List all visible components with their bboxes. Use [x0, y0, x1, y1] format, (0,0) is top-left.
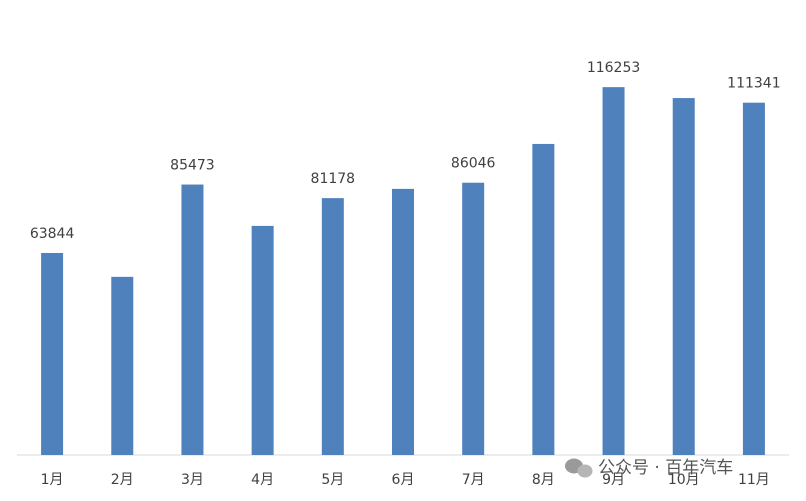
data-label: 116253 [587, 60, 640, 76]
x-tick-label: 5月 [321, 472, 344, 488]
bar [742, 102, 765, 455]
x-tick-label: 11月 [738, 472, 770, 488]
x-tick-label: 4月 [251, 472, 274, 488]
x-tick-label: 1月 [41, 472, 64, 488]
bar [602, 87, 625, 455]
data-label: 85473 [170, 158, 215, 174]
data-label: 63844 [30, 226, 75, 242]
bar [392, 188, 414, 455]
data-label: 111341 [727, 76, 780, 92]
x-tick-label: 3月 [181, 472, 204, 488]
x-tick-label: 10月 [668, 472, 700, 488]
x-tick-label: 6月 [392, 472, 415, 488]
bar [462, 182, 485, 455]
data-label: 81178 [311, 171, 356, 187]
watermark: 公众号 · 百年汽车 [598, 458, 733, 478]
bar [41, 252, 64, 455]
x-tick-label: 8月 [532, 472, 555, 488]
bar [251, 225, 274, 455]
data-label: 86046 [451, 156, 496, 172]
x-tick-label: 2月 [111, 472, 134, 488]
bar [532, 143, 555, 455]
bar [181, 184, 204, 455]
x-tick-label: 9月 [602, 472, 625, 488]
x-tick-label: 7月 [462, 472, 485, 488]
watermark-icon [565, 458, 593, 478]
bar [672, 98, 695, 455]
bar [111, 276, 134, 455]
bar [321, 198, 344, 455]
